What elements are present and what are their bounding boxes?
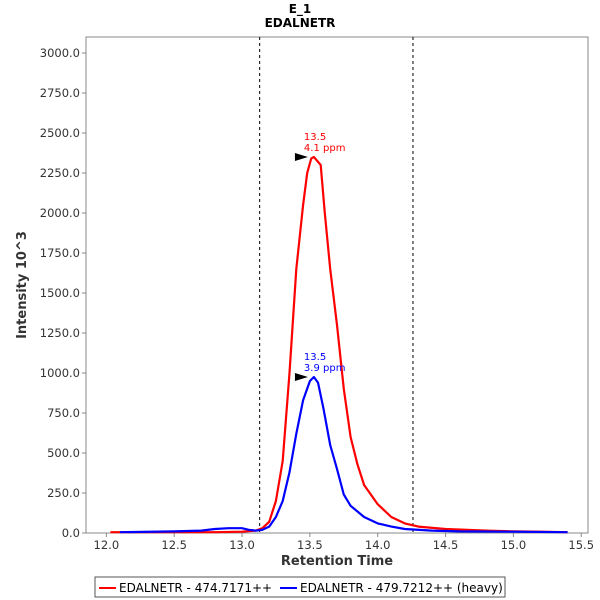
x-tick-label: 14.5 — [433, 538, 459, 552]
legend: EDALNETR - 474.7171++ EDALNETR - 479.721… — [94, 576, 506, 598]
x-tick-label: 13.0 — [229, 538, 255, 552]
peak-marker-arrow — [294, 153, 308, 161]
legend-entry-heavy: EDALNETR - 479.7212++ (heavy) — [300, 581, 503, 595]
y-axis: 0.0 250.0 500.0 750.0 1000.0 1250.0 1500.0 1750… — [40, 46, 86, 540]
x-tick-label: 12.0 — [94, 538, 120, 552]
legend-box — [94, 576, 506, 598]
x-tick-label: 14.0 — [365, 538, 391, 552]
peak-retention-label: 13.5 — [304, 132, 326, 143]
peak-ppm-label: 3.9 ppm — [304, 363, 346, 374]
legend-entry-light: EDALNETR - 474.7171++ — [119, 581, 272, 595]
y-tick-label: 2750.0 — [40, 86, 80, 100]
peak-marker-arrow — [294, 373, 308, 381]
y-tick-label: 3000.0 — [40, 46, 80, 60]
x-tick-label: 13.5 — [297, 538, 323, 552]
y-tick-label: 2000.0 — [40, 206, 80, 220]
x-tick-label: 12.5 — [161, 538, 187, 552]
y-tick-label: 250.0 — [47, 486, 80, 500]
chart-subtitle: EDALNETR — [265, 16, 336, 30]
series-line-heavy — [119, 375, 568, 534]
x-tick-label: 15.0 — [501, 538, 527, 552]
y-tick-label: 500.0 — [47, 446, 80, 460]
x-axis: 12.0 12.5 13.0 13.5 14.0 14.5 15.0 15.5 — [94, 533, 594, 552]
y-axis-label: Intensity 10^3 — [15, 231, 30, 339]
y-tick-label: 0.0 — [62, 526, 80, 540]
x-tick-label: 15.5 — [568, 538, 594, 552]
integration-bounds — [259, 37, 414, 533]
plot-area — [85, 36, 589, 534]
y-tick-label: 2500.0 — [40, 126, 80, 140]
y-tick-label: 1000.0 — [40, 366, 80, 380]
y-tick-label: 1500.0 — [40, 286, 80, 300]
x-axis-label: Retention Time — [281, 554, 393, 569]
series-lines — [110, 155, 568, 534]
peak-retention-label: 13.5 — [304, 352, 326, 363]
y-tick-label: 1250.0 — [40, 326, 80, 340]
y-tick-label: 1750.0 — [40, 246, 80, 260]
peak-ppm-label: 4.1 ppm — [304, 143, 346, 154]
series-line-light — [110, 155, 568, 534]
y-tick-label: 2250.0 — [40, 166, 80, 180]
y-tick-label: 750.0 — [47, 406, 80, 420]
chart-title: E_1 — [289, 2, 312, 17]
